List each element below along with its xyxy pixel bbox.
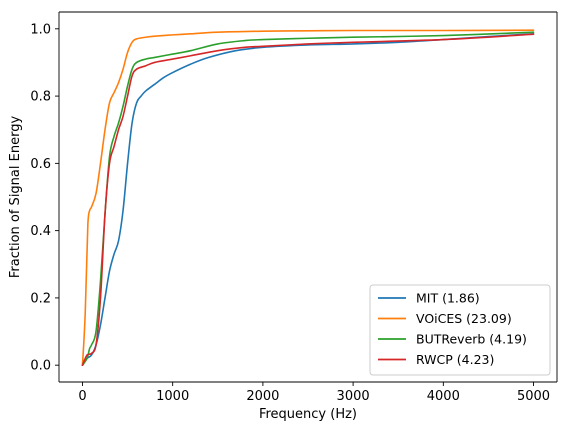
legend-label: VOiCES (23.09) — [416, 311, 512, 326]
y-tick-label: 0.4 — [30, 224, 51, 239]
y-axis-title: Fraction of Signal Energy — [8, 116, 23, 279]
legend-label: MIT (1.86) — [416, 291, 480, 306]
series-line-3 — [81, 31, 535, 366]
x-axis-title: Frequency (Hz) — [259, 407, 357, 422]
series-line-4 — [81, 33, 535, 366]
y-axis-ticks: 0.0 0.2 0.4 0.6 0.8 1.0 — [30, 22, 59, 374]
axes-frame — [58, 11, 558, 383]
x-tick-label: 3000 — [337, 389, 370, 404]
series-line-1 — [81, 33, 535, 366]
y-tick-label: 0.6 — [30, 157, 51, 172]
legend-label: RWCP (4.23) — [416, 352, 494, 367]
y-tick-label: 1.0 — [30, 22, 51, 37]
y-tick-label: 0.8 — [30, 90, 51, 105]
x-tick-label: 4000 — [427, 389, 460, 404]
series-layer — [81, 29, 535, 366]
x-tick-label: 5000 — [517, 389, 550, 404]
y-tick-label: 0.0 — [30, 359, 51, 374]
legend: MIT (1.86) VOiCES (23.09) BUTReverb (4.19)… — [369, 284, 551, 376]
y-tick-label: 0.2 — [30, 291, 51, 306]
x-tick-label: 1000 — [156, 389, 189, 404]
legend-box — [369, 284, 551, 376]
x-axis-ticks: 0 1000 2000 3000 4000 5000 — [78, 382, 550, 404]
legend-label: BUTReverb (4.19) — [416, 332, 527, 347]
series-line-2 — [81, 29, 535, 366]
x-tick-label: 0 — [78, 389, 86, 404]
x-tick-label: 2000 — [246, 389, 279, 404]
